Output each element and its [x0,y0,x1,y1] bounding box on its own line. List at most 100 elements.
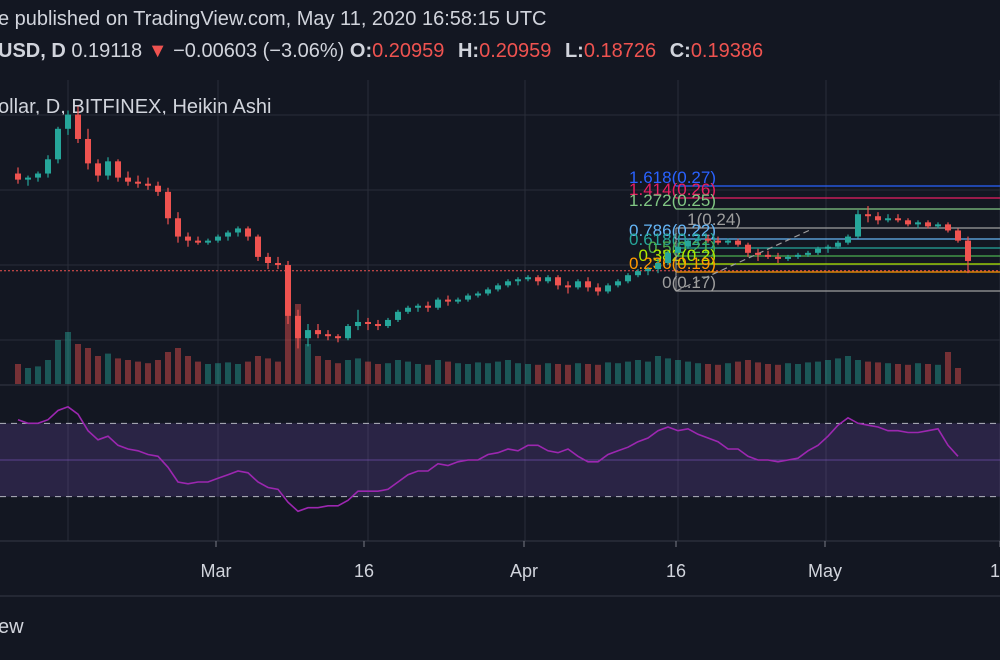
candle [355,309,361,331]
candle [905,218,911,227]
volume-bar [525,364,531,384]
candle [695,236,701,245]
candle [345,324,351,341]
candle [145,177,151,190]
candle [285,260,291,324]
candle [85,128,91,170]
candle [65,110,71,135]
volume-bar [165,352,171,384]
candle [935,222,941,229]
symbol-label: USD, D [0,40,66,62]
candle [795,252,801,259]
candle [735,238,741,247]
volume-bar [365,361,371,384]
candle [255,234,261,261]
high-label: H: [457,40,480,62]
candle [365,317,371,331]
volume-bar [945,352,951,384]
volume-bar [275,361,281,384]
volume-bar [705,364,711,384]
volume-bar [385,363,391,384]
volume-bar [455,363,461,384]
time-axis-tick-label: 18 [990,561,1000,581]
fib-retracement[interactable]: 1.618(0.27)1.414(0.26)1.272(0.25)1(0.24)… [629,168,1000,292]
volume-bar [635,360,641,384]
volume-bar [855,360,861,384]
volume-bar [475,362,481,384]
candle [95,159,101,182]
candle [115,159,121,182]
candle [615,279,621,288]
candle [375,319,381,331]
volume-bar [65,332,71,384]
volume-bar [255,356,261,384]
candle [45,155,51,178]
volume-bar [935,364,941,384]
fib-level-label: 0.618(0.21) [629,230,716,249]
candle [275,256,281,270]
fib-trend-line[interactable] [675,229,811,292]
candle [235,226,241,237]
candle [725,238,731,245]
low-value: 0.18726 [583,40,657,62]
candle [225,230,231,241]
volume-bar [785,363,791,384]
candle [595,283,601,296]
change-arrow: ▼ [147,40,168,62]
volume-bar [685,361,691,384]
candle [765,250,771,259]
candle [785,254,791,261]
volume-bar [105,353,111,384]
volume-bar [755,362,761,384]
candle [585,277,591,292]
candle [895,214,901,223]
volume-bar [75,344,81,384]
fib-level-label: 0.382(0.2) [638,246,716,265]
candle [515,277,521,286]
candle [465,293,471,302]
volume-bar [185,356,191,384]
candle [335,334,341,343]
rsi-line [17,405,959,513]
volume-bar [15,364,21,384]
fib-level-label: 0.236(0.19) [629,254,716,273]
open-label: O: [349,40,373,62]
volume-bar [435,360,441,384]
volume-bar [115,358,121,384]
volume-bar [285,312,291,384]
volume-bar [905,364,911,384]
candle [685,238,691,249]
volume-bar [465,364,471,384]
candle [535,275,541,286]
volume-bar [35,366,41,384]
candle [635,269,641,278]
candle [395,309,401,322]
candle [755,248,761,261]
volume-bar [125,360,131,384]
volume-bar [565,364,571,384]
candle [505,279,511,288]
volume-bar [85,348,91,384]
candle [965,236,971,274]
price-chart[interactable]: 1.618(0.27)1.414(0.26)1.272(0.25)1(0.24)… [0,0,1000,600]
candle [305,324,311,347]
candle [885,214,891,223]
volume-bar [585,364,591,384]
volume-bar [615,363,621,384]
candle [425,301,431,312]
candle [625,273,631,284]
time-axis-tick-label: Apr [510,561,538,581]
volume-bar [325,360,331,384]
time-axis-tick-label: 16 [666,561,686,581]
volume-bar [815,361,821,384]
time-axis[interactable]: Mar 16 Apr 16 May 18 [201,541,1000,581]
candle [705,234,711,243]
volume-bar [205,364,211,384]
candles [15,106,971,349]
candle [825,244,831,253]
candle [135,175,141,188]
candle [565,281,571,294]
volume-bar [515,363,521,384]
candle [955,228,961,243]
candle [75,106,81,144]
